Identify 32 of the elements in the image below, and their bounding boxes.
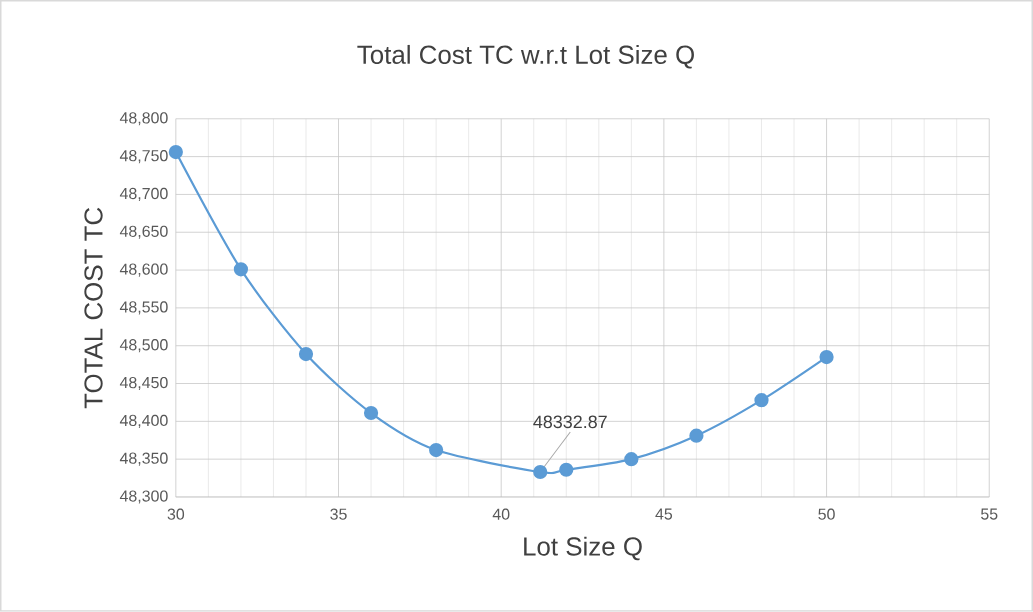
y-tick-label: 48,800 [119, 112, 168, 126]
y-tick-label: 48,350 [119, 452, 168, 466]
point [233, 262, 249, 277]
y-tick-label: 48,700 [119, 187, 168, 202]
y-tick-label: 48,650 [119, 225, 168, 239]
y-tick-label: 48,450 [119, 377, 168, 391]
point [624, 452, 639, 467]
point [298, 347, 314, 362]
point [363, 406, 379, 421]
point [754, 393, 769, 408]
point [533, 465, 548, 480]
y-tick-label: 48,550 [119, 301, 168, 315]
point [819, 350, 834, 365]
y-axis-title: TOTAL COST TC [84, 207, 103, 409]
annotation: 48332.87 [533, 415, 607, 429]
x-tick-label: 30 [167, 508, 185, 520]
x-tick-label: 55 [981, 508, 998, 520]
x-tick-label: 35 [330, 508, 347, 520]
y-tick-label: 48,400 [119, 414, 168, 429]
y-tick-label: 48,600 [119, 263, 168, 277]
point [689, 428, 704, 443]
x-axis-title: Lot Size Q [524, 536, 642, 561]
x-tick-label: 45 [655, 508, 673, 520]
point [559, 462, 574, 477]
chart-title: Total Cost TC w.r.t Lot Size Q [357, 45, 694, 69]
x-tick-label: 50 [818, 508, 835, 520]
x-tick-label: 40 [492, 508, 510, 520]
y-tick-label: 48,300 [119, 490, 168, 504]
y-tick-label: 48,750 [119, 150, 168, 164]
y-tick-label: 48,500 [119, 339, 168, 353]
point [168, 145, 183, 160]
point [429, 443, 444, 458]
